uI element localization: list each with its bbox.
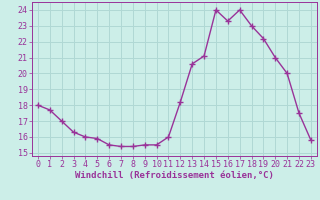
- X-axis label: Windchill (Refroidissement éolien,°C): Windchill (Refroidissement éolien,°C): [75, 171, 274, 180]
